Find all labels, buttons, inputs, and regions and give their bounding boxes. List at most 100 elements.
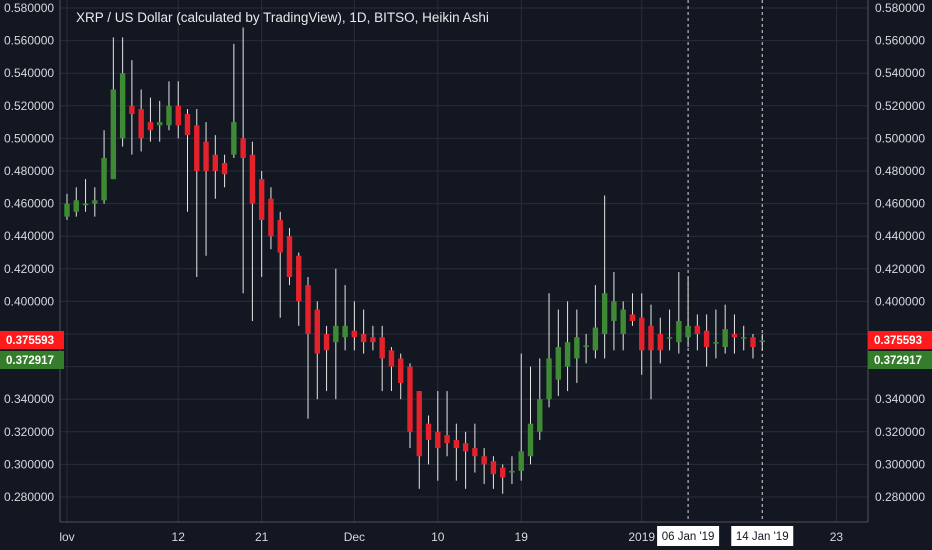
candle-body-down [731,334,738,338]
candle [583,334,589,364]
y-tick-label-left: 0.280000 [4,490,54,504]
candle-body-down [472,448,478,457]
price-tag-bg [0,331,64,349]
candle [537,358,543,440]
candle [388,347,395,392]
price-tag-left: 0.372917 [0,351,64,369]
y-tick-label-right: 0.280000 [875,490,925,504]
candle-body-up [759,340,765,343]
y-tick-label-left: 0.480000 [4,164,54,178]
candle-body-down [425,423,432,440]
candle-body-up [119,73,126,139]
candle [407,363,413,449]
candle-body-up [713,342,719,344]
candle-body-up [518,451,524,471]
candle [212,135,219,199]
y-tick-label-right: 0.460000 [875,197,925,211]
candle [592,285,599,359]
candle-body-down [277,219,283,253]
candle [119,37,126,147]
y-tick-label-left: 0.440000 [4,229,54,243]
x-tick-label: lov [59,530,74,544]
candle-body-down [268,198,274,237]
candle-body-up [564,342,571,367]
candle [472,423,478,473]
candle-body-down [323,334,330,351]
candle [398,353,404,400]
candle [194,109,200,277]
date-marker-bg [657,526,720,546]
candle [101,130,107,204]
candle-body-up [73,200,79,212]
y-tick-label-left: 0.320000 [4,425,54,439]
candle [601,195,608,359]
price-tag-right: 0.375593 [868,331,932,349]
candle [481,448,487,484]
candle [564,301,571,392]
candle [509,456,515,484]
candle [676,272,682,354]
y-tick-label-left: 0.580000 [4,1,54,15]
candle [416,391,422,489]
chart-title: XRP / US Dollar (calculated by TradingVi… [76,10,489,25]
candle-body-down [648,325,654,351]
candle [639,293,645,375]
price-tag-right: 0.372917 [868,351,932,369]
candle [462,431,469,489]
candle [574,309,580,383]
candle [666,309,673,351]
candle [629,293,636,326]
candle [129,60,135,155]
y-tick-label-left: 0.460000 [4,197,54,211]
candle-body-down [296,255,302,302]
candle [648,304,654,400]
candle [444,391,450,457]
candle-body-down [360,334,367,343]
candle-body-down [703,330,710,348]
x-tick-label: 12 [172,530,186,544]
price-tag-label: 0.375593 [6,335,54,347]
candle [175,81,181,139]
candle [110,37,117,180]
candle-body-down [351,330,358,338]
candle [685,276,691,348]
y-tick-label-left: 0.500000 [4,131,54,145]
candle-body-up [574,337,580,359]
candle-body-down [129,105,135,114]
y-tick-label-left: 0.400000 [4,294,54,308]
candle-body-up [537,399,543,432]
candle-body-down [639,317,645,351]
x-tick-label: 21 [255,530,269,544]
y-tick-label-right: 0.420000 [875,262,925,276]
candle-body-up [601,293,608,334]
candle-body-up [166,105,172,126]
y-tick-label-right: 0.500000 [875,131,925,145]
candle [527,366,534,465]
candle-body-up [555,347,562,380]
candle [323,325,330,392]
candle [555,309,562,396]
price-tag-bg [868,351,932,369]
candle [657,317,663,364]
candle [759,334,765,351]
candle [611,272,617,351]
x-tick-label: 19 [515,530,529,544]
candle [694,314,701,351]
y-tick-label-left: 0.560000 [4,34,54,48]
candle [249,141,256,321]
candle-body-down [750,337,756,348]
candle [138,89,144,152]
candle-body-up [110,89,117,180]
candle [360,309,367,354]
candle [286,228,293,286]
price-tag-left: 0.375593 [0,331,64,349]
candle-body-up [333,325,339,343]
y-tick-label-right: 0.400000 [875,294,925,308]
candle-body-down [379,337,385,359]
y-tick-label-left: 0.300000 [4,457,54,471]
candle-body-down [453,439,460,449]
candle-body-up [64,203,70,217]
y-tick-label-right: 0.440000 [875,229,925,243]
